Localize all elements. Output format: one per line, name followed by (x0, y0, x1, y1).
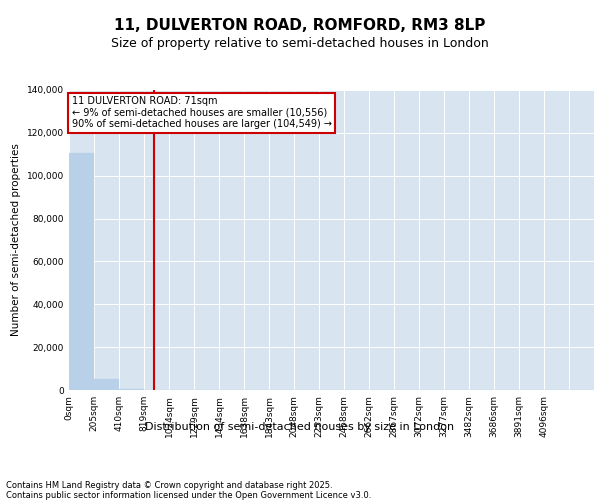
Text: 11 DULVERTON ROAD: 71sqm
← 9% of semi-detached houses are smaller (10,556)
90% o: 11 DULVERTON ROAD: 71sqm ← 9% of semi-de… (71, 96, 331, 129)
Bar (119, 389, 144, 390)
Text: 11, DULVERTON ROAD, ROMFORD, RM3 8LP: 11, DULVERTON ROAD, ROMFORD, RM3 8LP (115, 18, 485, 32)
Text: Size of property relative to semi-detached houses in London: Size of property relative to semi-detach… (111, 38, 489, 51)
Bar (69, 153, 94, 390)
Y-axis label: Number of semi-detached properties: Number of semi-detached properties (11, 144, 22, 336)
Text: Distribution of semi-detached houses by size in London: Distribution of semi-detached houses by … (145, 422, 455, 432)
Bar (94, 379, 119, 390)
Text: Contains HM Land Registry data © Crown copyright and database right 2025.
Contai: Contains HM Land Registry data © Crown c… (6, 480, 371, 500)
